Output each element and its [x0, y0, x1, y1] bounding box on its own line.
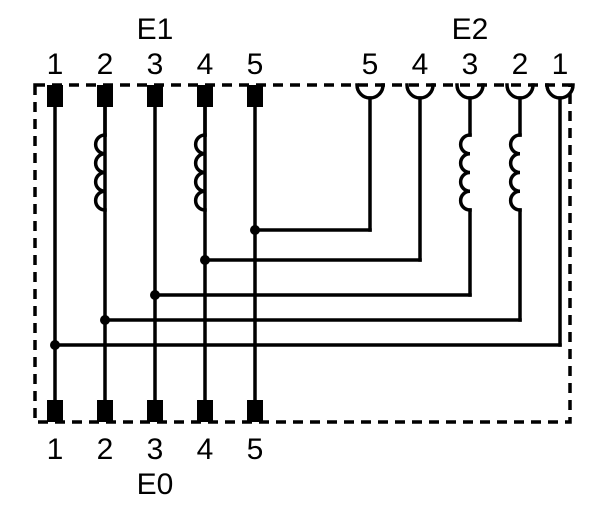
- label: E2: [452, 13, 489, 47]
- label: 5: [247, 48, 264, 82]
- label: 4: [412, 48, 429, 82]
- wiring-diagram: 12345E154321E212345E0: [0, 0, 597, 511]
- label: 3: [147, 433, 164, 467]
- label: 5: [247, 433, 264, 467]
- label: 5: [362, 48, 379, 82]
- label: 2: [512, 48, 529, 82]
- label: 1: [47, 433, 64, 467]
- label: 3: [147, 48, 164, 82]
- label: 1: [552, 48, 569, 82]
- label: 2: [97, 48, 114, 82]
- label: E1: [137, 13, 174, 47]
- label: 3: [462, 48, 479, 82]
- label: 2: [97, 433, 114, 467]
- label: 4: [197, 48, 214, 82]
- label: 4: [197, 433, 214, 467]
- diagram-svg: [0, 0, 597, 511]
- label: 1: [47, 48, 64, 82]
- label: E0: [137, 468, 174, 502]
